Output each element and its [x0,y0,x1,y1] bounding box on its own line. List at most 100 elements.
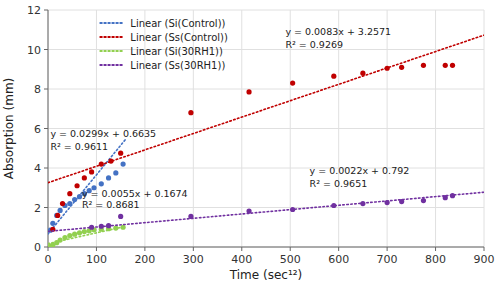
point [58,237,63,242]
trendline [48,226,126,243]
tick-label: 500 [280,253,301,266]
x-axis [48,247,484,248]
annotation: y = 0.0299x + 0.6635 [50,128,156,139]
point [246,208,251,213]
point [108,158,113,163]
tick-mark [44,10,48,11]
point [188,110,193,115]
grid-line [48,168,484,169]
point [54,213,59,218]
point [421,63,426,68]
tick-label: 200 [134,253,155,266]
tick-label: 900 [474,253,495,266]
legend-label: Linear (Ss(30RH1)) [130,60,225,71]
grid-line [435,10,436,247]
grid-line [48,10,49,247]
annotation: R² = 0.9269 [285,39,343,50]
point [67,233,72,238]
tick-mark [96,247,97,251]
point [443,195,448,200]
legend-label: Linear (Si(Control)) [130,18,225,29]
tick-mark [144,247,145,251]
tick-label: 12 [27,4,41,17]
point [421,198,426,203]
point [290,80,295,85]
tick-mark [44,128,48,129]
point [331,74,336,79]
tick-label: 600 [328,253,349,266]
point [82,229,87,234]
legend-swatch [100,64,124,66]
point [450,193,455,198]
tick-label: 0 [45,253,52,266]
point [58,208,63,213]
point [99,224,104,229]
point [50,221,55,226]
tick-mark [387,247,388,251]
tick-label: 4 [34,162,41,175]
tick-label: 6 [34,123,41,136]
tick-mark [338,247,339,251]
point [89,225,94,230]
point [99,181,104,186]
point [118,151,123,156]
point [120,161,125,166]
point [399,65,404,70]
point [385,200,390,205]
point [82,175,87,180]
legend-swatch [100,22,124,24]
legend-label: Linear (Ss(Control)) [130,32,228,43]
tick-label: 800 [425,253,446,266]
tick-mark [44,89,48,90]
annotation: y = 0.0055x + 0.1674 [82,188,188,199]
grid-line [241,10,242,247]
point [99,161,104,166]
annotation: y = 0.0083x + 3.2571 [285,26,391,37]
point [331,203,336,208]
tick-mark [435,247,436,251]
grid-line [48,247,484,248]
chart: 0246810120100200300400500600700800900Tim… [0,0,500,285]
tick-mark [484,247,485,251]
tick-mark [241,247,242,251]
point [360,71,365,76]
point [246,89,251,94]
point [188,214,193,219]
trendline [48,35,484,183]
annotation: R² = 0.8681 [82,199,140,210]
point [72,232,77,237]
point [106,223,111,228]
grid-line [484,10,485,247]
grid-line [48,10,484,11]
point [443,63,448,68]
tick-label: 0 [34,241,41,254]
tick-mark [44,168,48,169]
grid-line [48,89,484,90]
y-axis [48,10,49,247]
x-axis-label: Time (sec¹²) [229,268,302,282]
point [77,230,82,235]
point [106,175,111,180]
tick-label: 2 [34,202,41,215]
point [360,201,365,206]
point [399,199,404,204]
tick-mark [290,247,291,251]
point [118,214,123,219]
annotation: y = 0.0022x + 0.792 [310,165,410,176]
point [62,235,67,240]
tick-label: 100 [86,253,107,266]
tick-label: 300 [183,253,204,266]
point [67,191,72,196]
tick-mark [44,49,48,50]
grid-line [48,49,484,50]
tick-label: 10 [27,44,41,57]
legend-swatch [100,50,124,52]
grid-line [387,10,388,247]
point [89,169,94,174]
tick-label: 700 [377,253,398,266]
grid [48,10,484,247]
tick-mark [193,247,194,251]
point [67,201,72,206]
point [385,66,390,71]
point [55,213,60,218]
